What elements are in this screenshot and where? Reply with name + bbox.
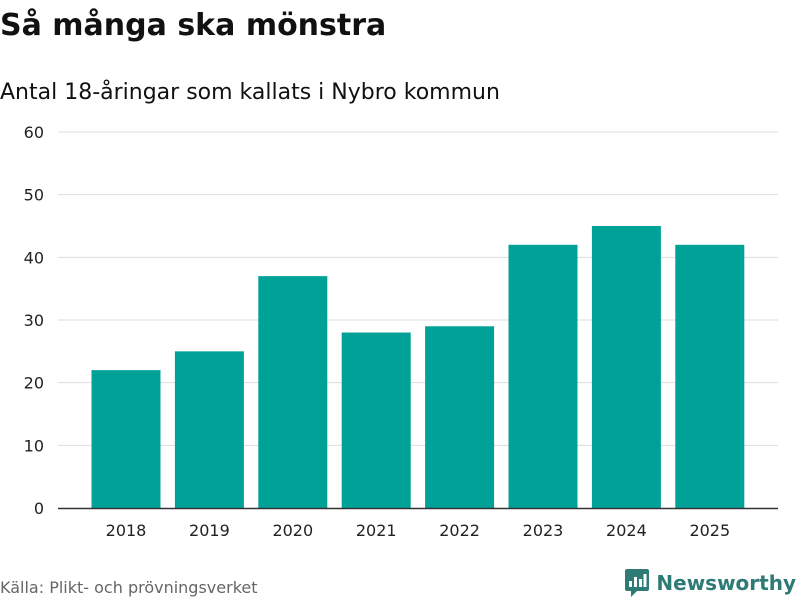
bar-2019 [174,351,244,508]
bar-2025 [675,244,745,509]
bar-2018 [91,370,161,508]
y-tick-label: 0 [34,499,44,518]
y-axis-tick-labels: 0 10 20 30 40 50 60 [24,123,44,518]
y-tick-label: 30 [24,311,44,330]
bar-2024 [591,226,661,508]
newsworthy-logo-icon [625,569,650,597]
x-axis-tick-labels: 2018 2019 2020 2021 2022 2023 2024 2025 [106,521,731,540]
x-tick-label: 2022 [439,521,480,540]
x-tick-label: 2025 [689,521,730,540]
grid-lines [58,131,778,446]
y-tick-label: 10 [24,436,44,455]
bar-2020 [258,276,328,508]
y-tick-label: 60 [24,123,44,142]
bar-2023 [508,244,578,509]
bars [91,226,745,509]
x-tick-label: 2018 [106,521,147,540]
x-tick-label: 2023 [523,521,564,540]
x-tick-label: 2021 [356,521,397,540]
y-tick-label: 40 [24,248,44,267]
chart-subtitle: Antal 18-åringar som kallats i Nybro kom… [0,80,500,105]
brand-name: Newsworthy [656,571,796,595]
y-tick-label: 50 [24,186,44,205]
y-tick-label: 20 [24,374,44,393]
bar-2022 [425,326,495,508]
x-tick-label: 2019 [189,521,230,540]
chart-title: Så många ska mönstra [0,8,387,43]
source-note: Källa: Plikt- och prövningsverket [0,578,258,597]
bar-2021 [341,332,411,508]
brand-logo: Newsworthy [624,568,796,598]
x-tick-label: 2020 [272,521,313,540]
x-tick-label: 2024 [606,521,647,540]
